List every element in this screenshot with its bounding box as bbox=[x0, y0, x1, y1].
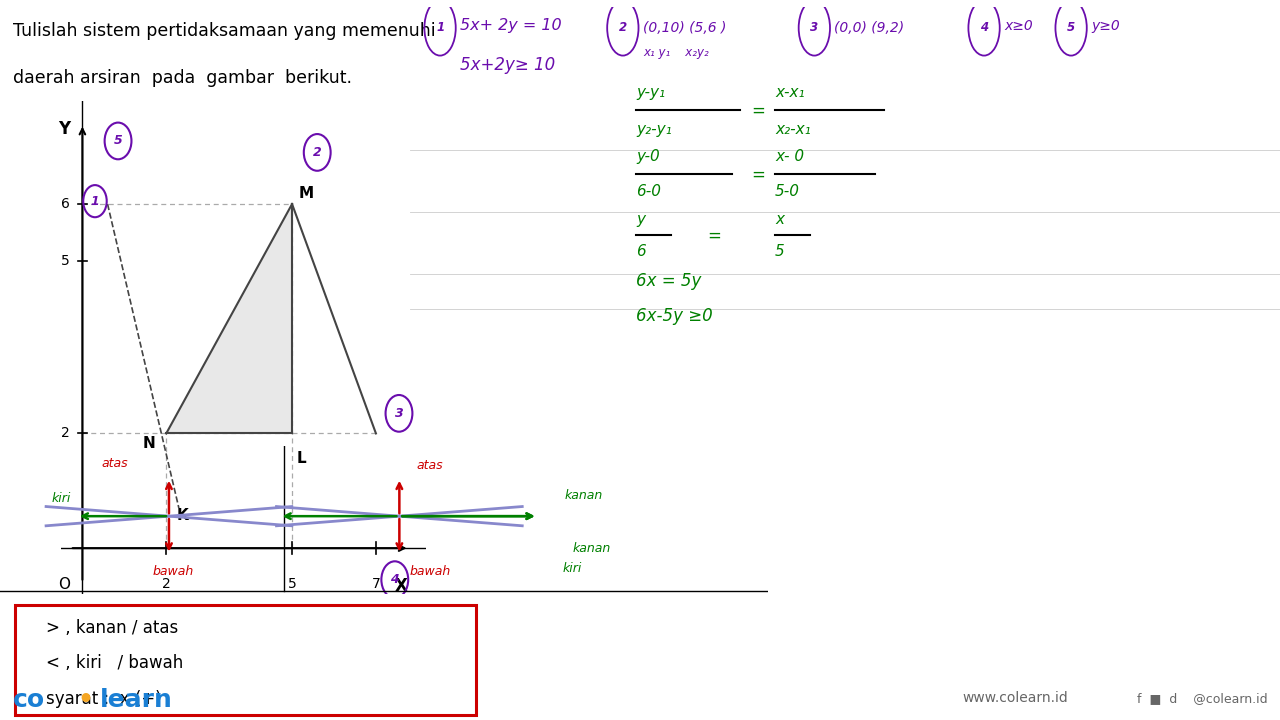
Text: N: N bbox=[143, 436, 156, 451]
Text: www.colearn.id: www.colearn.id bbox=[963, 691, 1069, 706]
Text: 6-0: 6-0 bbox=[636, 184, 660, 199]
Text: =: = bbox=[751, 166, 764, 184]
Text: syarat :  x (+): syarat : x (+) bbox=[46, 690, 161, 708]
Text: x- 0: x- 0 bbox=[776, 150, 804, 164]
Text: y-0: y-0 bbox=[636, 150, 659, 164]
Polygon shape bbox=[166, 204, 292, 433]
Text: 6x = 5y: 6x = 5y bbox=[636, 272, 701, 290]
Text: y: y bbox=[636, 212, 645, 227]
Text: y-y₁: y-y₁ bbox=[636, 85, 666, 100]
Text: x₁ y₁    x₂y₂: x₁ y₁ x₂y₂ bbox=[643, 46, 709, 59]
Text: (0,10) (5,6 ): (0,10) (5,6 ) bbox=[643, 21, 726, 35]
Text: 3: 3 bbox=[810, 22, 818, 35]
Text: 7: 7 bbox=[371, 577, 380, 591]
Bar bbox=[15, 605, 476, 714]
Text: 2: 2 bbox=[618, 22, 627, 35]
Text: 3: 3 bbox=[394, 407, 403, 420]
Text: L: L bbox=[296, 451, 306, 466]
Text: x-x₁: x-x₁ bbox=[776, 85, 805, 100]
Text: M: M bbox=[298, 186, 314, 201]
Text: bawah: bawah bbox=[410, 565, 451, 578]
Text: < , kiri   / bawah: < , kiri / bawah bbox=[46, 654, 183, 672]
Text: 5: 5 bbox=[114, 135, 123, 148]
Text: kanan: kanan bbox=[572, 542, 611, 556]
Text: 6: 6 bbox=[61, 197, 70, 211]
Text: 5: 5 bbox=[1068, 22, 1075, 35]
Text: K: K bbox=[177, 508, 188, 523]
Text: Tulislah sistem pertidaksamaan yang memenuhi: Tulislah sistem pertidaksamaan yang meme… bbox=[13, 22, 435, 40]
Text: •: • bbox=[77, 688, 93, 712]
Text: f  ■  d    @colearn.id: f ■ d @colearn.id bbox=[1137, 692, 1267, 705]
Text: daerah arsiran  pada  gambar  berikut.: daerah arsiran pada gambar berikut. bbox=[13, 70, 352, 87]
Text: y≥0: y≥0 bbox=[1091, 19, 1120, 32]
Text: Y: Y bbox=[58, 120, 70, 138]
Text: bawah: bawah bbox=[152, 565, 193, 578]
Text: x: x bbox=[776, 212, 785, 227]
Text: 2: 2 bbox=[61, 426, 70, 441]
Text: atas: atas bbox=[417, 459, 443, 472]
Text: X: X bbox=[394, 577, 407, 595]
Text: x≥0: x≥0 bbox=[1004, 19, 1033, 32]
Text: 1: 1 bbox=[436, 22, 444, 35]
Text: 2: 2 bbox=[161, 577, 170, 591]
Text: > , kanan / atas: > , kanan / atas bbox=[46, 618, 178, 636]
Text: 5: 5 bbox=[776, 244, 785, 259]
Text: 5: 5 bbox=[61, 254, 70, 269]
Text: learn: learn bbox=[100, 688, 173, 712]
Text: 4: 4 bbox=[980, 22, 988, 35]
Text: 5x+2y≥ 10: 5x+2y≥ 10 bbox=[460, 56, 556, 74]
Text: 1: 1 bbox=[91, 194, 100, 207]
Text: (0,0) (9,2): (0,0) (9,2) bbox=[835, 21, 905, 35]
Text: =: = bbox=[708, 226, 721, 244]
Text: 6x-5y ≥0: 6x-5y ≥0 bbox=[636, 307, 713, 325]
Text: y₂-y₁: y₂-y₁ bbox=[636, 122, 672, 137]
Text: co: co bbox=[13, 688, 45, 712]
Text: kiri: kiri bbox=[562, 562, 582, 575]
Text: 5x+ 2y = 10: 5x+ 2y = 10 bbox=[460, 18, 562, 33]
Text: x₂-x₁: x₂-x₁ bbox=[776, 122, 812, 137]
Text: 5: 5 bbox=[288, 577, 297, 591]
Text: 6: 6 bbox=[636, 244, 645, 259]
Text: 2: 2 bbox=[312, 146, 321, 159]
Text: 4: 4 bbox=[390, 573, 399, 586]
Text: kiri: kiri bbox=[51, 492, 72, 505]
Text: kanan: kanan bbox=[564, 490, 603, 503]
Text: atas: atas bbox=[102, 456, 128, 469]
Text: 5-0: 5-0 bbox=[776, 184, 800, 199]
Text: O: O bbox=[58, 577, 70, 592]
Text: =: = bbox=[751, 102, 764, 120]
